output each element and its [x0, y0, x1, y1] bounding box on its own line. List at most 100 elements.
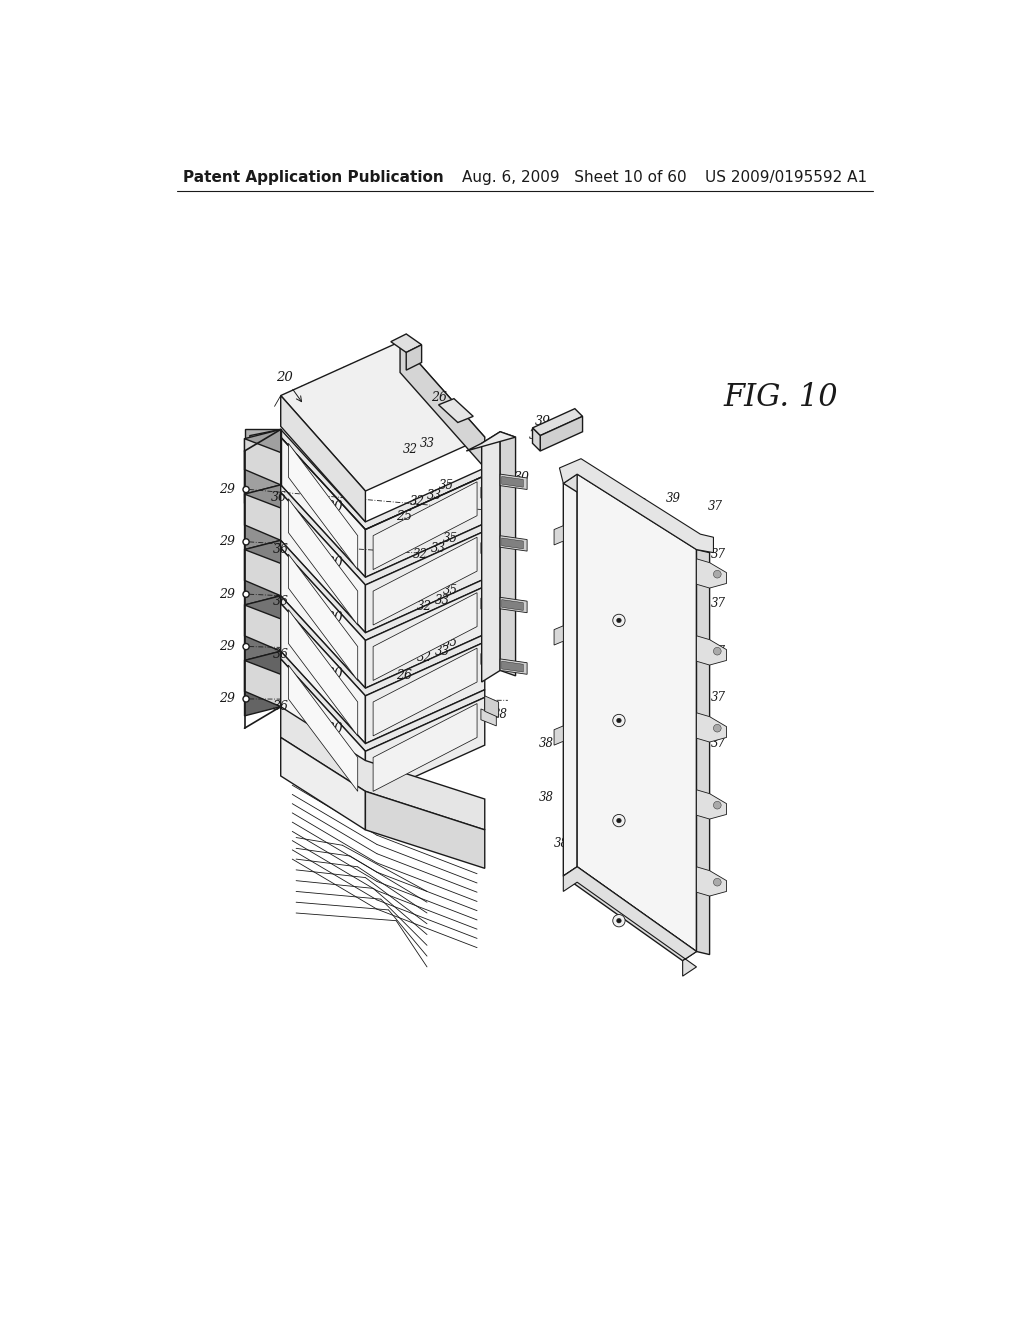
Polygon shape [281, 595, 484, 696]
Polygon shape [245, 549, 281, 595]
Text: 38: 38 [554, 837, 569, 850]
Polygon shape [281, 492, 366, 632]
Text: 39: 39 [669, 606, 683, 619]
Polygon shape [245, 605, 281, 651]
Polygon shape [289, 554, 357, 681]
Polygon shape [281, 548, 366, 688]
Text: 29: 29 [219, 693, 234, 705]
Polygon shape [563, 474, 578, 876]
Polygon shape [481, 598, 497, 615]
Text: Patent Application Publication: Patent Application Publication [183, 170, 443, 185]
Circle shape [714, 647, 721, 655]
Polygon shape [407, 345, 422, 370]
Circle shape [714, 570, 721, 578]
Text: 32: 32 [410, 495, 425, 508]
Circle shape [612, 614, 625, 627]
Circle shape [612, 915, 625, 927]
Text: 30: 30 [574, 510, 591, 523]
Text: 29: 29 [219, 536, 234, 548]
Text: 35: 35 [438, 686, 454, 700]
Polygon shape [245, 438, 281, 484]
Text: 39: 39 [669, 760, 683, 774]
Polygon shape [245, 484, 281, 549]
Polygon shape [400, 342, 484, 469]
Polygon shape [245, 595, 281, 660]
Text: 37: 37 [711, 597, 726, 610]
Text: 31: 31 [696, 865, 713, 878]
Polygon shape [696, 549, 710, 954]
Polygon shape [554, 626, 563, 645]
Circle shape [243, 591, 249, 598]
Text: 39: 39 [669, 529, 683, 543]
Text: 30: 30 [326, 722, 343, 737]
Polygon shape [532, 428, 541, 451]
Text: 26: 26 [396, 669, 412, 682]
Text: 38: 38 [539, 737, 554, 750]
Polygon shape [696, 713, 727, 742]
Polygon shape [696, 867, 727, 896]
Polygon shape [532, 409, 583, 436]
Text: 29: 29 [219, 587, 234, 601]
Text: 36: 36 [272, 595, 289, 609]
Circle shape [616, 919, 622, 923]
Polygon shape [481, 487, 497, 504]
Polygon shape [563, 867, 696, 961]
Polygon shape [563, 474, 696, 558]
Polygon shape [500, 536, 527, 552]
Text: 26: 26 [430, 391, 446, 404]
Polygon shape [245, 429, 281, 484]
Polygon shape [373, 593, 477, 681]
Polygon shape [373, 482, 477, 570]
Circle shape [714, 725, 721, 733]
Polygon shape [373, 648, 477, 737]
Text: 27: 27 [490, 445, 507, 458]
Polygon shape [484, 640, 499, 663]
Polygon shape [245, 484, 281, 540]
Text: 30: 30 [326, 611, 343, 626]
Text: 39: 39 [669, 568, 683, 581]
Circle shape [714, 878, 721, 886]
Polygon shape [502, 661, 523, 672]
Text: Aug. 6, 2009   Sheet 10 of 60: Aug. 6, 2009 Sheet 10 of 60 [462, 170, 686, 185]
Circle shape [612, 814, 625, 826]
Polygon shape [578, 474, 696, 952]
Polygon shape [559, 459, 714, 553]
Polygon shape [466, 432, 515, 451]
Polygon shape [391, 334, 422, 352]
Text: 29: 29 [219, 640, 234, 653]
Text: 20: 20 [276, 371, 301, 401]
Text: 36: 36 [272, 648, 289, 661]
Text: 37: 37 [711, 645, 726, 659]
Polygon shape [281, 603, 366, 743]
Text: 32: 32 [414, 548, 428, 561]
Polygon shape [373, 704, 477, 792]
Polygon shape [438, 399, 473, 422]
Polygon shape [245, 540, 281, 605]
Polygon shape [281, 396, 366, 521]
Polygon shape [563, 867, 696, 977]
Polygon shape [366, 586, 484, 688]
Circle shape [243, 644, 249, 649]
Text: 30: 30 [514, 471, 529, 484]
Polygon shape [245, 660, 281, 706]
Text: 39: 39 [669, 722, 683, 735]
Text: 38: 38 [502, 583, 517, 597]
Polygon shape [289, 610, 357, 737]
Polygon shape [484, 585, 499, 607]
Text: 35: 35 [442, 583, 458, 597]
Circle shape [714, 801, 721, 809]
Polygon shape [696, 558, 727, 589]
Polygon shape [484, 529, 499, 552]
Text: 32: 32 [403, 444, 419, 455]
Polygon shape [366, 531, 484, 632]
Text: 30: 30 [326, 667, 343, 681]
Polygon shape [484, 696, 499, 718]
Text: 37: 37 [709, 500, 723, 513]
Polygon shape [481, 432, 500, 682]
Text: 39: 39 [536, 416, 551, 428]
Text: 37: 37 [711, 737, 726, 750]
Text: 38: 38 [501, 545, 515, 557]
Text: 36: 36 [271, 491, 287, 504]
Polygon shape [281, 342, 484, 491]
Polygon shape [481, 709, 497, 726]
